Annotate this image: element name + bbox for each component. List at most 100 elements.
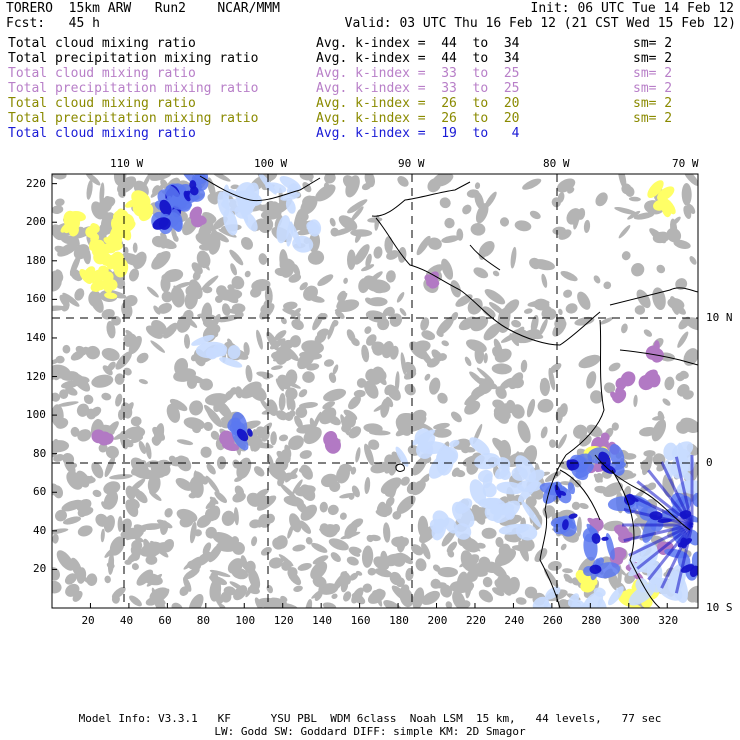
cloud-cell bbox=[483, 322, 502, 341]
cloud-cell bbox=[366, 534, 374, 543]
blue-light-cell bbox=[395, 446, 409, 467]
cloud-cell bbox=[594, 485, 608, 494]
cloud-cell bbox=[437, 566, 458, 578]
cloud-cell bbox=[321, 473, 338, 488]
cloud-cell bbox=[169, 398, 188, 412]
cloud-cell bbox=[643, 329, 653, 337]
cloud-cell bbox=[438, 174, 454, 187]
cloud-cell bbox=[106, 320, 116, 339]
cloud-cell bbox=[361, 264, 375, 272]
legend-row: Total cloud mixing ratio Avg. k-index = 4… bbox=[6, 36, 734, 51]
cloud-cell bbox=[364, 443, 374, 466]
violet-cell bbox=[613, 524, 629, 536]
cloud-cell bbox=[424, 373, 431, 381]
cloud-cell bbox=[388, 455, 398, 476]
cloud-cell bbox=[138, 379, 148, 385]
cloud-cell bbox=[491, 363, 512, 375]
cloud-cell bbox=[70, 426, 80, 437]
cloud-cell bbox=[281, 560, 293, 571]
cloud-cell bbox=[292, 264, 301, 278]
x-tick-label: 200 bbox=[427, 614, 448, 627]
cloud-cell bbox=[200, 446, 212, 458]
cloud-cell bbox=[251, 536, 258, 547]
cloud-cell bbox=[215, 399, 233, 420]
cloud-cell bbox=[207, 177, 216, 199]
cloud-cell bbox=[52, 580, 62, 594]
cloud-cell bbox=[297, 562, 312, 571]
x-tick-label: 100 bbox=[235, 614, 256, 627]
cloud-cell bbox=[354, 244, 370, 265]
cloud-cell bbox=[474, 182, 481, 190]
cloud-cell bbox=[253, 466, 265, 477]
cloud-cell bbox=[103, 490, 119, 510]
blue-streak bbox=[674, 524, 694, 594]
cloud-cell bbox=[364, 326, 372, 334]
plot-frame bbox=[51, 173, 699, 609]
cloud-cell bbox=[174, 281, 191, 289]
cloud-cell bbox=[233, 585, 248, 601]
cloud-cell bbox=[258, 253, 268, 265]
cloud-cell bbox=[76, 498, 92, 512]
x-tick-label: 180 bbox=[389, 614, 409, 627]
cloud-cell bbox=[460, 600, 471, 608]
cloud-cell bbox=[288, 397, 296, 411]
cloud-cell bbox=[539, 377, 551, 397]
cloud-cell bbox=[337, 290, 347, 302]
cloud-cell bbox=[331, 524, 341, 534]
cloud-cell bbox=[365, 253, 372, 268]
blue-light-cell bbox=[414, 428, 431, 445]
legend-row: Total precipitation mixing ratio Avg. k-i… bbox=[6, 51, 734, 66]
cloud-cell bbox=[230, 263, 238, 276]
yellow-cell bbox=[85, 226, 98, 239]
cloud-cell bbox=[73, 244, 90, 260]
cloud-cell bbox=[621, 323, 628, 334]
cloud-cell bbox=[319, 501, 328, 513]
cloud-cell bbox=[100, 528, 105, 543]
cloud-cell bbox=[98, 443, 108, 453]
cloud-cell bbox=[154, 237, 177, 249]
cloud-cell bbox=[488, 302, 505, 315]
cloud-cell bbox=[288, 435, 304, 451]
cloud-cell bbox=[114, 373, 125, 385]
cloud-cell bbox=[511, 319, 522, 328]
blue-mid-cell bbox=[181, 174, 203, 189]
model-info-line1: Model Info: V3.3.1 KF YSU PBL WDM 6class… bbox=[78, 712, 662, 725]
blue-light-cell bbox=[521, 500, 542, 528]
cloud-cell bbox=[330, 227, 339, 237]
cloud-cell bbox=[371, 341, 385, 353]
cloud-cell bbox=[52, 567, 60, 581]
cloud-cell bbox=[259, 303, 275, 320]
cloud-cell bbox=[537, 398, 554, 413]
y-tick-label: 220 bbox=[26, 176, 46, 190]
cloud-cell bbox=[436, 316, 454, 336]
cloud-cell bbox=[218, 228, 237, 238]
blue-light-cell bbox=[496, 481, 524, 495]
cloud-cell bbox=[445, 601, 453, 608]
cloud-cell bbox=[70, 557, 83, 578]
blue-light-cell bbox=[515, 455, 537, 483]
cloud-cell bbox=[583, 219, 591, 233]
cloud-cell bbox=[230, 184, 240, 190]
cloud-cell bbox=[52, 533, 59, 544]
cloud-cell bbox=[98, 196, 116, 209]
cloud-cell bbox=[332, 572, 347, 591]
cloud-cell bbox=[316, 328, 330, 338]
cloud-cell bbox=[384, 384, 393, 396]
cloud-cell bbox=[277, 374, 292, 390]
cloud-cell bbox=[264, 286, 273, 306]
cloud-cell bbox=[140, 541, 162, 557]
cloud-cell bbox=[336, 465, 350, 484]
cloud-cell bbox=[187, 560, 202, 571]
cloud-cell bbox=[136, 569, 154, 586]
yellow-cell bbox=[92, 269, 106, 282]
y-tick-label: 140 bbox=[26, 330, 46, 344]
cloud-cell bbox=[129, 478, 146, 493]
cloud-cell bbox=[311, 542, 328, 553]
cloud-cell bbox=[60, 380, 81, 389]
cloud-cell bbox=[90, 406, 102, 417]
cloud-cell bbox=[400, 476, 410, 486]
violet-cell bbox=[424, 274, 432, 282]
cloud-cell bbox=[450, 280, 461, 298]
cloud-cell bbox=[464, 400, 481, 415]
cloud-cell bbox=[287, 570, 302, 586]
